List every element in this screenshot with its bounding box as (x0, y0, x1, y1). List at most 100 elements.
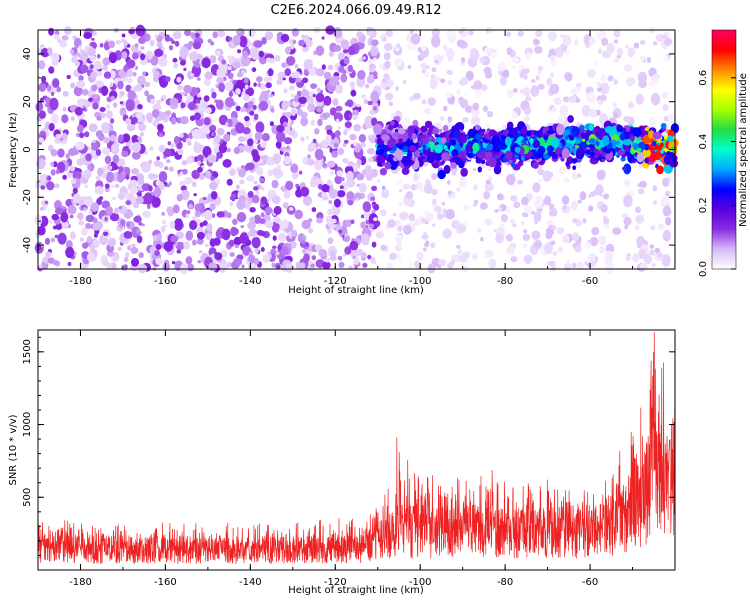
x-tick-label: -140 (239, 577, 262, 588)
spectrogram-point (54, 234, 59, 239)
spectrogram-point (50, 149, 58, 157)
spectrogram-point (92, 84, 98, 92)
spectrogram-point (622, 166, 627, 171)
spectrogram-point (194, 112, 201, 121)
spectrogram-point (98, 196, 104, 201)
spectrogram-point (623, 194, 633, 208)
spectrogram-point (561, 195, 570, 205)
y-tick-label: 20 (22, 95, 33, 108)
spectrogram-point (424, 210, 430, 218)
spectrogram-point (613, 29, 621, 38)
spectrogram-point (161, 47, 165, 51)
spectrogram-point (118, 166, 124, 173)
spectrogram-point (258, 50, 264, 58)
spectrogram-point (661, 254, 671, 267)
spectrogram-point (590, 236, 598, 247)
spectrogram-point (239, 148, 244, 153)
spectrogram-point (305, 38, 313, 48)
spectrogram-point (505, 233, 514, 242)
spectrogram-point (438, 128, 443, 133)
spectrogram-point (229, 252, 235, 257)
spectrogram-point (168, 181, 172, 186)
spectrogram-point (121, 107, 126, 111)
spectrogram-point (385, 28, 394, 38)
spectrogram-point (48, 219, 52, 225)
spectrogram-point (52, 161, 58, 168)
spectrogram-point (237, 136, 246, 143)
spectrogram-point (460, 77, 469, 85)
spectrogram-point (131, 52, 139, 60)
spectrogram-point (272, 245, 277, 249)
spectrogram-point (425, 221, 429, 225)
spectrogram-point (639, 180, 647, 188)
spectrogram-point (447, 79, 453, 85)
spectrogram-point (82, 88, 89, 96)
spectrogram-point (365, 225, 369, 228)
spectrogram-point (315, 68, 325, 77)
spectrogram-point (68, 148, 77, 157)
spectrogram-point (334, 175, 343, 185)
spectrogram-point (396, 178, 404, 186)
spectrogram-point (529, 138, 534, 144)
spectrogram-point (338, 261, 345, 268)
spectrogram-point (521, 127, 528, 135)
spectrogram-point (216, 128, 225, 136)
spectrogram-point (613, 79, 619, 85)
spectrogram-point (119, 101, 124, 105)
spectrogram-point (376, 179, 381, 183)
spectrogram-point (347, 64, 353, 72)
spectrogram-point (521, 68, 528, 76)
spectrogram-point (126, 59, 136, 69)
spectrogram-point (131, 134, 139, 144)
spectrogram-point (290, 43, 295, 50)
spectrogram-point (139, 180, 145, 185)
spectrogram-point (164, 34, 171, 42)
spectrogram-point (451, 139, 456, 146)
spectrogram-point (50, 113, 59, 124)
spectrogram-point (227, 55, 232, 60)
spectrogram-point (434, 59, 439, 64)
spectrogram-point (202, 146, 212, 158)
spectrogram-point (89, 243, 95, 251)
spectrogram-point (632, 127, 642, 137)
spectrogram-point (204, 170, 212, 179)
spectrogram-point (221, 228, 231, 241)
spectrogram-point (439, 115, 445, 121)
spectrogram-point (105, 171, 114, 183)
spectrogram-point (191, 64, 202, 78)
spectrogram-point (85, 153, 92, 162)
spectrogram-point (348, 265, 353, 270)
spectrogram-point (228, 91, 234, 97)
spectrogram-point (155, 257, 163, 265)
spectrogram-point (474, 89, 483, 99)
spectrogram-point (54, 207, 64, 215)
spectrogram-point (552, 250, 558, 257)
spectrogram-point (170, 235, 179, 243)
spectrogram-point (532, 182, 541, 193)
spectrogram-point (512, 171, 516, 175)
x-tick-label: -120 (324, 276, 347, 287)
spectrogram-point (522, 233, 531, 241)
spectrogram-point (272, 153, 281, 165)
spectrogram-point (523, 107, 532, 115)
spectrogram-point (211, 91, 217, 99)
spectrogram-point (371, 185, 378, 191)
spectrogram-point (194, 210, 202, 218)
spectrogram-point (260, 247, 265, 252)
spectrogram-point (663, 135, 669, 140)
spectrogram-point (211, 213, 216, 218)
spectrogram-point (177, 148, 184, 155)
spectrogram-point (480, 202, 488, 210)
spectrogram-point (72, 187, 78, 194)
spectrogram-point (230, 226, 238, 237)
spectrogram-point (62, 132, 68, 140)
spectrogram-point (303, 253, 310, 263)
spectrogram-point (308, 68, 317, 76)
spectrogram-point (52, 259, 59, 266)
spectrogram-point (361, 233, 370, 246)
spectrogram-point (438, 259, 446, 267)
spectrogram-point (548, 224, 554, 230)
spectrogram-point (472, 202, 478, 207)
spectrogram-point (381, 185, 386, 190)
spectrogram-point (40, 180, 46, 187)
